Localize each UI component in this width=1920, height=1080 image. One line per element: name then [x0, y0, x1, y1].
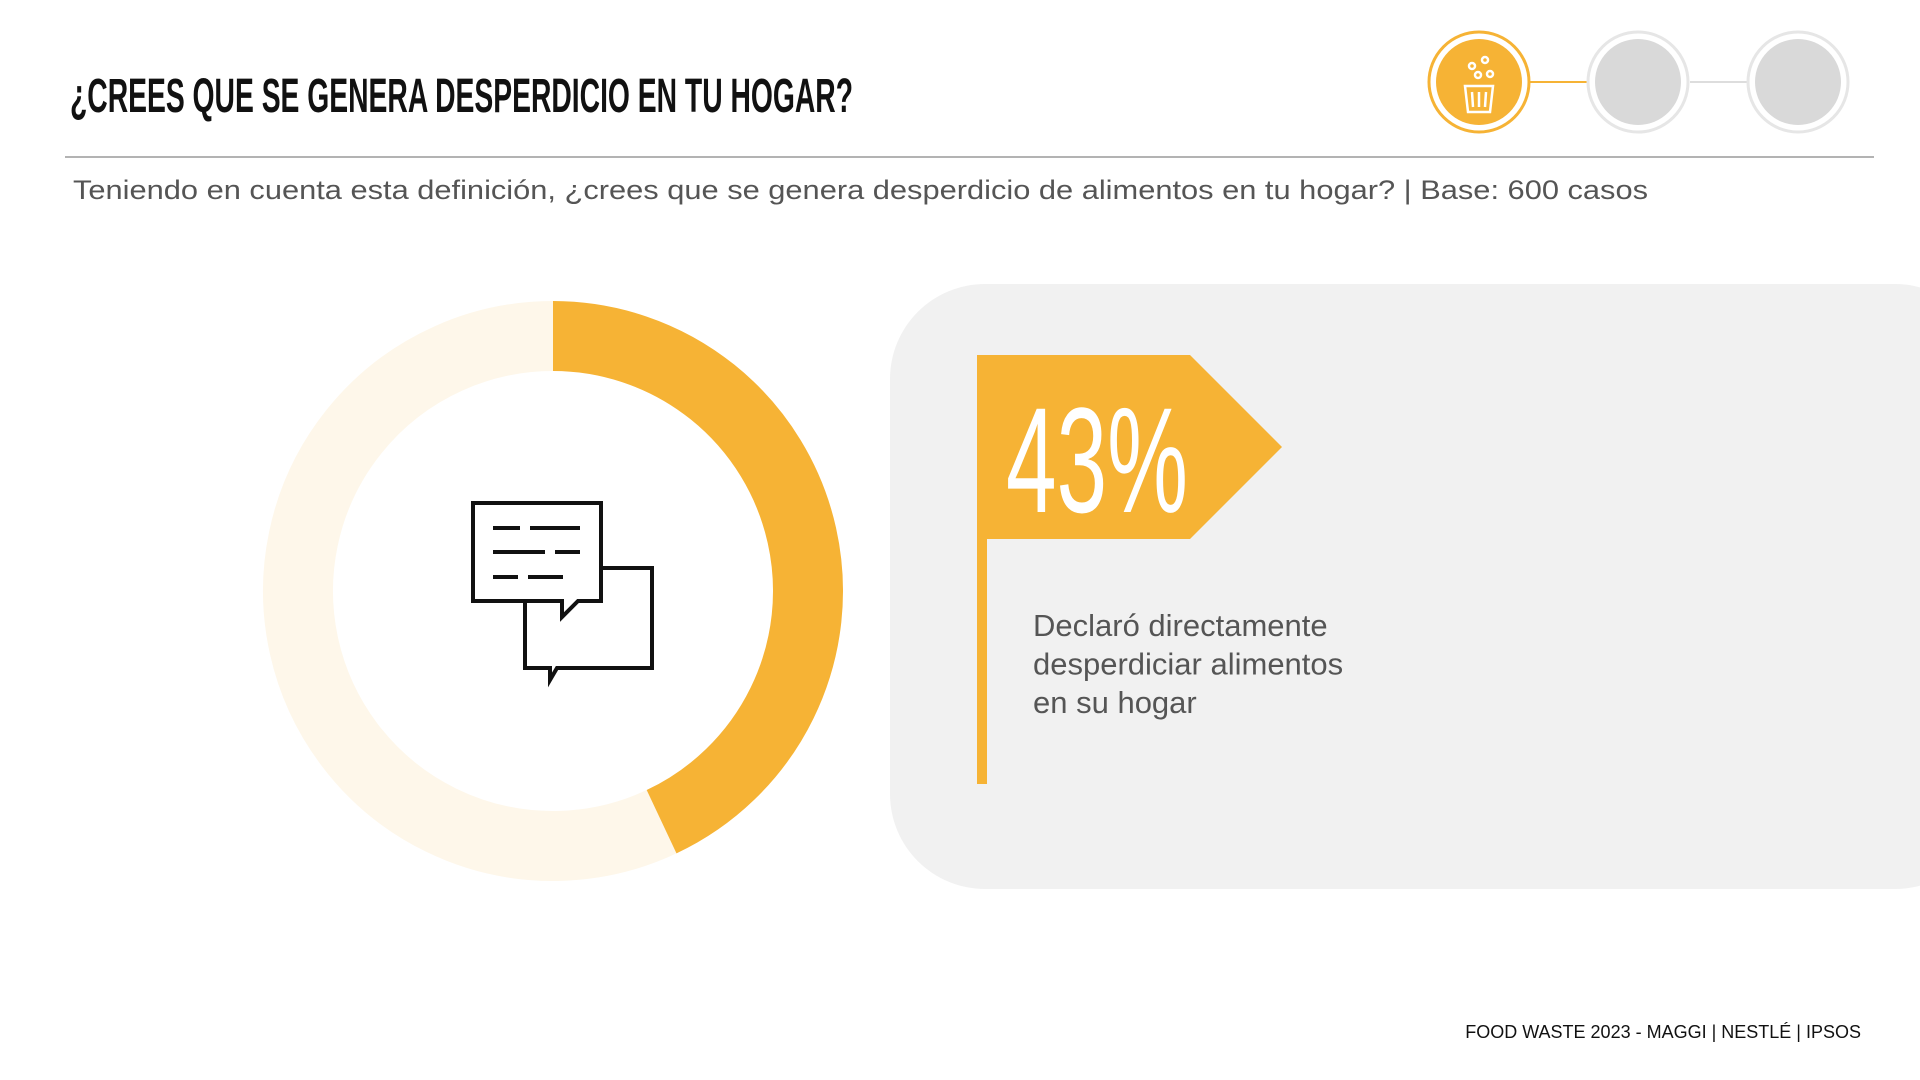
- bin-icon: [1463, 55, 1495, 114]
- annotation-line: desperdiciar alimentos: [1033, 647, 1343, 682]
- step-active: [1436, 39, 1522, 125]
- value-label: 43%: [1006, 376, 1188, 544]
- annotation-line: Declaró directamente: [1033, 608, 1328, 643]
- footer: FOOD WASTE 2023 - MAGGI | NESTLÉ | IPSOS: [1465, 1022, 1861, 1042]
- annotation-line: en su hogar: [1033, 685, 1197, 720]
- donut-segment: [552, 301, 843, 854]
- step: [1595, 39, 1681, 125]
- donut-segment: [263, 301, 677, 881]
- step: [1755, 39, 1841, 125]
- flag: [977, 355, 1282, 539]
- subtitle: Teniendo en cuenta esta definición, ¿cre…: [73, 175, 1648, 205]
- chat-icon: [471, 501, 654, 688]
- progress: [1427, 30, 1850, 134]
- flag-pole: [977, 355, 987, 784]
- annotation: Declaró directamente desperdiciar aliment…: [1033, 608, 1343, 720]
- donut: [263, 301, 843, 881]
- title: ¿CREES QUE SE GENERA DESPERDICIO EN TU H…: [70, 70, 853, 123]
